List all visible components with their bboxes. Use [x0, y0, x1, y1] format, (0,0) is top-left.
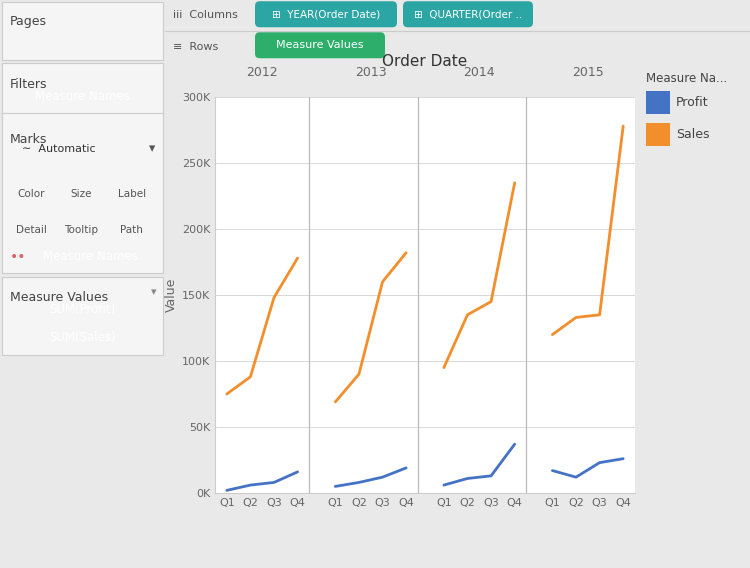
Text: ≡  Rows: ≡ Rows	[173, 41, 218, 52]
Text: SUM(Profit): SUM(Profit)	[50, 303, 116, 316]
Text: 2014: 2014	[464, 66, 495, 79]
Text: Sales: Sales	[676, 128, 710, 141]
FancyBboxPatch shape	[255, 32, 385, 59]
Text: 2012: 2012	[247, 66, 278, 79]
Text: ▾: ▾	[151, 287, 157, 297]
Bar	[2, 113, 163, 273]
Text: Tooltip: Tooltip	[64, 225, 98, 235]
Title: Order Date: Order Date	[382, 55, 468, 69]
Text: Path: Path	[121, 225, 143, 235]
Bar	[109, 169, 155, 201]
Text: Pages: Pages	[10, 15, 47, 28]
FancyBboxPatch shape	[8, 84, 157, 108]
Y-axis label: Value: Value	[164, 278, 178, 312]
Text: Filters: Filters	[10, 78, 47, 91]
Bar	[109, 205, 155, 237]
FancyBboxPatch shape	[24, 245, 157, 269]
Text: Measure Names: Measure Names	[43, 250, 138, 264]
FancyBboxPatch shape	[255, 1, 397, 27]
Bar	[8, 205, 54, 237]
Text: 2015: 2015	[572, 66, 604, 79]
Text: Measure Na...: Measure Na...	[646, 72, 728, 85]
Text: 2013: 2013	[355, 66, 386, 79]
Bar	[646, 123, 670, 146]
Bar	[646, 91, 670, 114]
Bar	[58, 205, 105, 237]
Text: ▾: ▾	[149, 143, 155, 156]
Text: Color: Color	[17, 189, 45, 199]
Text: ••: ••	[10, 250, 26, 264]
FancyBboxPatch shape	[8, 299, 157, 321]
FancyBboxPatch shape	[8, 327, 157, 349]
Text: ⊞  QUARTER(Order ..: ⊞ QUARTER(Order ..	[414, 9, 522, 19]
Bar	[8, 169, 54, 201]
Text: Measure Values: Measure Values	[10, 291, 108, 304]
Text: ∼  Automatic: ∼ Automatic	[22, 144, 96, 154]
FancyBboxPatch shape	[403, 1, 533, 27]
Text: Detail: Detail	[16, 225, 46, 235]
Text: Label: Label	[118, 189, 146, 199]
Text: ⊞  YEAR(Order Date): ⊞ YEAR(Order Date)	[272, 9, 380, 19]
Text: Size: Size	[70, 189, 92, 199]
Bar	[2, 2, 163, 60]
Bar	[58, 169, 105, 201]
Text: Profit: Profit	[676, 96, 709, 109]
Text: Marks: Marks	[10, 133, 47, 146]
Bar	[2, 63, 163, 115]
Bar	[8, 139, 157, 159]
Bar	[2, 277, 163, 355]
Text: Measure Names: Measure Names	[35, 90, 130, 102]
Text: Measure Values: Measure Values	[276, 40, 364, 50]
Text: SUM(Sales): SUM(Sales)	[50, 332, 116, 345]
Text: iii  Columns: iii Columns	[173, 10, 238, 20]
